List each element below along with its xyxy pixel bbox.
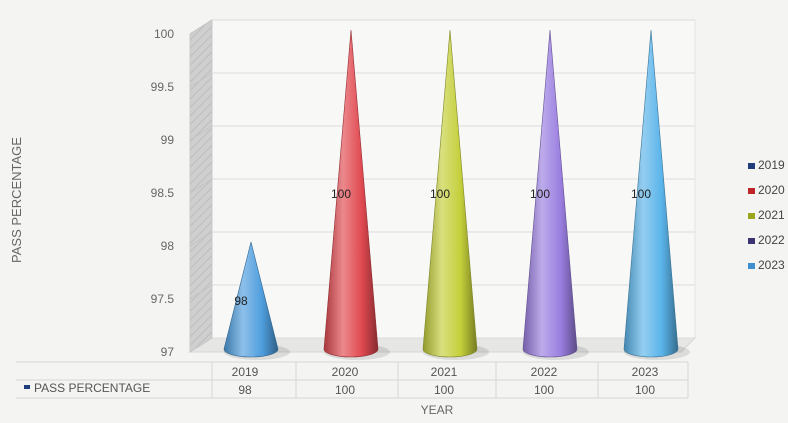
cones	[223, 29, 690, 360]
legend-label: 2021	[758, 208, 785, 222]
cone-body	[623, 29, 679, 358]
data-label: 100	[530, 187, 550, 201]
data-label: 100	[331, 187, 351, 201]
data-label: 100	[631, 187, 651, 201]
legend-swatch	[748, 163, 755, 169]
y-tick-label: 99.5	[151, 80, 175, 94]
table-cell: 100	[534, 383, 554, 397]
cone-2021	[422, 29, 489, 360]
legend-label: 2023	[758, 258, 785, 272]
y-axis-title: PASS PERCENTAGE	[9, 137, 24, 263]
legend-swatch	[748, 213, 755, 219]
y-tick-label: 98	[161, 239, 175, 253]
table-cell: 100	[635, 383, 655, 397]
table-row-key	[24, 385, 30, 389]
data-label: 98	[234, 294, 248, 308]
table-row-label: PASS PERCENTAGE	[34, 381, 150, 395]
cone-2022	[522, 29, 589, 360]
legend-label: 2022	[758, 233, 785, 247]
x-axis-title: YEAR	[421, 403, 454, 417]
legend-label: 2020	[758, 183, 785, 197]
cone-2023	[623, 29, 690, 360]
y-axis-ticks: 97 97.5 98 98.5 99 99.5 100	[151, 27, 175, 359]
y-tick-label: 98.5	[151, 186, 175, 200]
gridline-side	[189, 337, 213, 353]
x-tick-label: 2019	[232, 365, 259, 379]
y-tick-label: 100	[154, 27, 174, 41]
gridline-side	[189, 231, 213, 247]
legend: 2019 2020 2021 2022 2023	[748, 158, 785, 272]
legend-swatch	[748, 188, 755, 194]
cone-body	[422, 29, 478, 358]
legend-swatch	[748, 238, 755, 244]
cone-body	[323, 29, 379, 358]
y-tick-label: 97.5	[151, 292, 175, 306]
gridline-side	[189, 178, 213, 194]
x-tick-label: 2020	[332, 365, 359, 379]
y-tick-label: 97	[161, 345, 175, 359]
gridline-side	[189, 19, 213, 35]
data-labels: 98 100 100 100 100	[234, 187, 651, 308]
data-label: 100	[430, 187, 450, 201]
cone-body	[223, 241, 279, 358]
cone-body	[522, 29, 578, 358]
legend-swatch	[748, 263, 755, 269]
y-tick-label: 99	[161, 133, 175, 147]
legend-label: 2019	[758, 158, 785, 172]
table-cell: 98	[238, 383, 252, 397]
gridline-side	[189, 125, 213, 141]
cone-2020	[323, 29, 390, 360]
x-tick-label: 2023	[632, 365, 659, 379]
gridline-side	[189, 72, 213, 88]
data-table: 2019 98 2020 100 2021 100 2022 100 2023 100 PASS P…	[16, 361, 689, 399]
gridline-side	[189, 284, 213, 300]
x-tick-label: 2021	[431, 365, 458, 379]
table-cell: 100	[434, 383, 454, 397]
x-tick-label: 2022	[531, 365, 558, 379]
cone-2019	[223, 241, 290, 360]
table-cell: 100	[335, 383, 355, 397]
